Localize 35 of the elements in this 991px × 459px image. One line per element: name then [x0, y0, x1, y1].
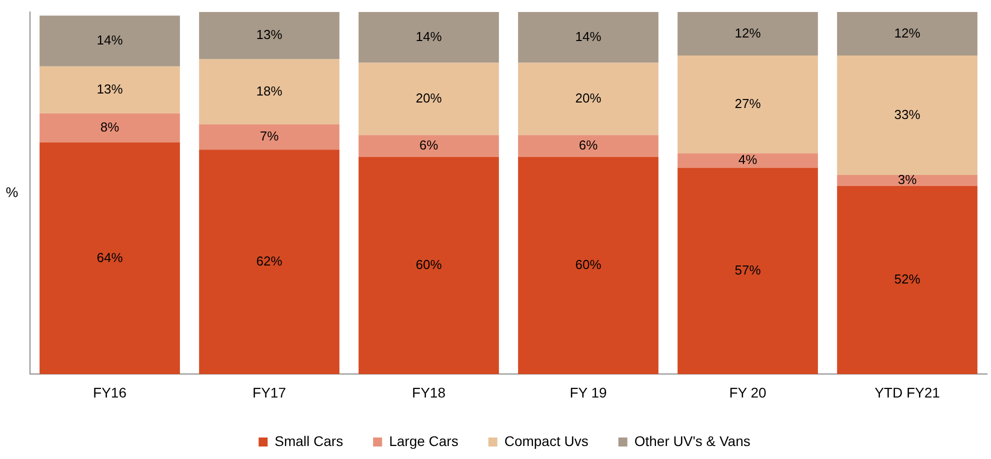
data-label: 8% [100, 119, 120, 134]
data-label: 64% [96, 250, 124, 265]
x-tick-label: FY18 [412, 384, 446, 400]
data-label: 57% [734, 262, 762, 278]
data-label: 20% [575, 90, 602, 106]
data-label: 14% [575, 28, 602, 44]
legend-label: Large Cars [389, 432, 458, 449]
data-label: 12% [734, 25, 762, 40]
x-tick-label: FY16 [93, 384, 127, 400]
data-label: 18% [256, 83, 283, 98]
data-label: 12% [894, 25, 921, 40]
y-axis-title: % [6, 184, 18, 200]
data-label: 14% [416, 28, 442, 44]
data-label: 14% [96, 32, 124, 48]
data-label: 33% [894, 106, 921, 122]
data-label: 7% [260, 128, 280, 144]
data-label: 13% [96, 81, 124, 96]
x-tick-label: FY 19 [570, 384, 608, 400]
data-label: 3% [898, 172, 918, 187]
data-label: 20% [416, 90, 442, 106]
data-label: 6% [419, 138, 439, 153]
data-label: 62% [256, 253, 283, 268]
x-tick-label: FY 20 [729, 384, 767, 400]
x-tick-label: YTD FY21 [874, 384, 940, 400]
data-label: 4% [738, 152, 758, 168]
x-tick-label: FY17 [252, 384, 286, 400]
data-label: 52% [894, 272, 921, 287]
data-label: 13% [256, 27, 283, 42]
data-label: 60% [416, 257, 442, 272]
data-label: 60% [575, 257, 602, 272]
legend-label: Compact Uvs [504, 432, 588, 449]
data-label: 27% [734, 96, 762, 111]
data-label: 6% [578, 138, 598, 153]
legend-label: Other UV's & Vans [634, 432, 750, 449]
legend-label: Small Cars [274, 432, 344, 449]
